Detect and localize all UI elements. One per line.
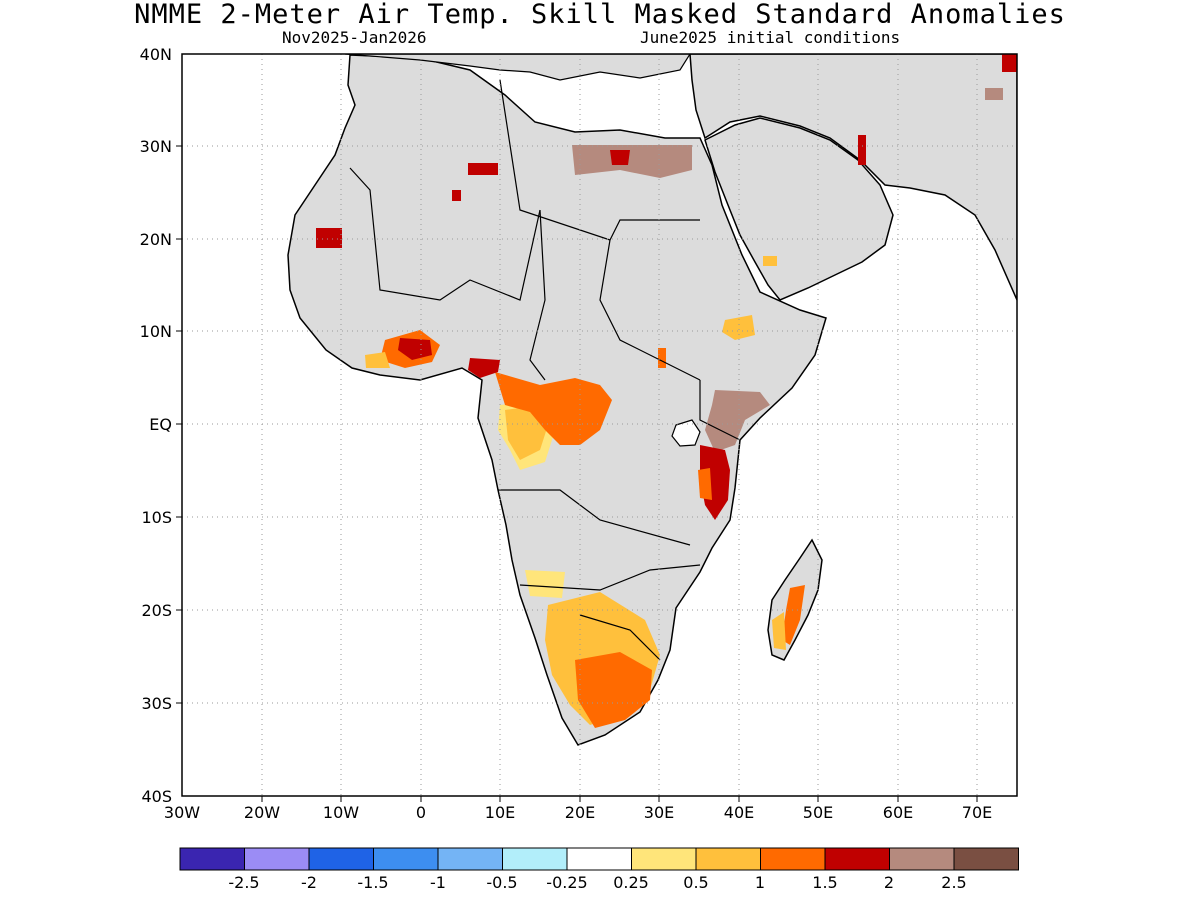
anomaly-east-africa-orange: [698, 468, 712, 500]
anomaly-mauritania-red: [316, 228, 342, 248]
colorbar-label: -1.5: [357, 873, 388, 892]
lake-victoria: [671, 419, 701, 447]
colorbar-label: 0.25: [613, 873, 649, 892]
colorbar-label: 1.5: [812, 873, 837, 892]
lat-tick-label: EQ: [149, 415, 172, 434]
europe-coast-land: [344, 54, 691, 81]
anomaly-west-africa-red: [398, 338, 432, 360]
anomaly-south-africa-light: [525, 570, 565, 598]
colorbar-label: 2: [884, 873, 894, 892]
country-borders: [349, 79, 741, 661]
anomaly-congo-red: [468, 358, 500, 378]
lon-tick-label: 40E: [724, 803, 754, 822]
anomaly-congo-strong: [495, 372, 612, 445]
anomaly-sahel-orange: [658, 348, 666, 368]
colorbar-box: [502, 847, 568, 871]
initial-conditions: June2025 initial conditions: [640, 28, 901, 47]
longitude-ticks: 30W 20W 10W 0 10E 20E 30E 40E 50E 60E 70…: [164, 803, 992, 822]
lat-tick-label: 40N: [140, 45, 172, 64]
lon-tick-label: 10E: [485, 803, 515, 822]
latitude-ticks: 40N 30N 20N 10N EQ 10S 20S 30S 40S: [140, 45, 172, 806]
anomaly-egypt-brown: [572, 145, 692, 178]
colorbar-box: [373, 847, 439, 871]
colorbar-box: [889, 847, 955, 871]
anomaly-east-africa-brown: [705, 390, 770, 452]
lat-tick-label: 10N: [140, 322, 172, 341]
map-title: NMME 2-Meter Air Temp. Skill Masked Stan…: [134, 0, 1066, 30]
lat-tick-label: 20S: [141, 601, 172, 620]
arabia-land: [704, 117, 894, 301]
anomaly-ethiopia-light: [722, 315, 755, 340]
anomaly-south-africa-strong: [575, 652, 652, 728]
anomaly-madagascar-light: [772, 612, 786, 650]
colorbar-label: -2.5: [228, 873, 259, 892]
anomaly-west-africa-light: [365, 352, 390, 368]
lon-tick-label: 50E: [803, 803, 833, 822]
lon-tick-label: 30E: [644, 803, 674, 822]
colorbar-label: -0.5: [486, 873, 517, 892]
lat-tick-label: 20N: [140, 230, 172, 249]
anomaly-algeria-red: [452, 190, 461, 201]
colorbar: -2.5 -2 -1.5 -1 -0.5 -0.25 0.25 0.5 1 1.…: [179, 847, 1019, 892]
anomaly-libya-red: [468, 163, 498, 175]
lat-tick-label: 40S: [141, 787, 172, 806]
anomaly-arabia-red: [858, 135, 866, 165]
latitude-tick-marks: [176, 145, 182, 704]
colorbar-label: -0.25: [546, 873, 587, 892]
map-frame: [181, 53, 1018, 797]
map-area: [182, 54, 1017, 796]
lon-tick-label: 20W: [244, 803, 280, 822]
colorbar-box: [695, 847, 761, 871]
colorbar-box: [760, 847, 826, 871]
lat-tick-label: 30N: [140, 137, 172, 156]
gridlines: [182, 54, 1017, 796]
colorbar-box: [824, 847, 890, 871]
lon-tick-label: 0: [416, 803, 426, 822]
colorbar-box: [437, 847, 503, 871]
lat-tick-label: 10S: [141, 508, 172, 527]
colorbar-label: -2: [301, 873, 317, 892]
colorbar-box: [566, 847, 632, 871]
anomaly-oman-light: [763, 256, 777, 266]
colorbar-boxes: [179, 847, 1019, 871]
colorbar-label: 1: [755, 873, 765, 892]
anomaly-iran-red: [1002, 54, 1017, 72]
colorbar-label: 2.5: [941, 873, 966, 892]
anomaly-pakistan-brown: [985, 88, 1003, 100]
lon-tick-label: 70E: [962, 803, 992, 822]
lon-tick-label: 60E: [883, 803, 913, 822]
anomaly-east-africa-red: [700, 445, 730, 520]
longitude-tick-marks: [261, 796, 978, 802]
forecast-period: Nov2025-Jan2026: [282, 28, 427, 47]
lon-tick-label: 30W: [164, 803, 200, 822]
colorbar-box: [631, 847, 697, 871]
colorbar-box: [953, 847, 1019, 871]
colorbar-label: 0.5: [683, 873, 708, 892]
colorbar-labels: -2.5 -2 -1.5 -1 -0.5 -0.25 0.25 0.5 1 1.…: [228, 873, 966, 892]
colorbar-box: [308, 847, 374, 871]
lat-tick-label: 30S: [141, 694, 172, 713]
colorbar-box: [179, 847, 245, 871]
colorbar-label: -1: [430, 873, 446, 892]
anomaly-egypt-red: [610, 150, 630, 165]
anomaly-madagascar-orange: [782, 585, 805, 645]
lon-tick-label: 20E: [565, 803, 595, 822]
lon-tick-label: 10W: [323, 803, 359, 822]
colorbar-box: [244, 847, 310, 871]
